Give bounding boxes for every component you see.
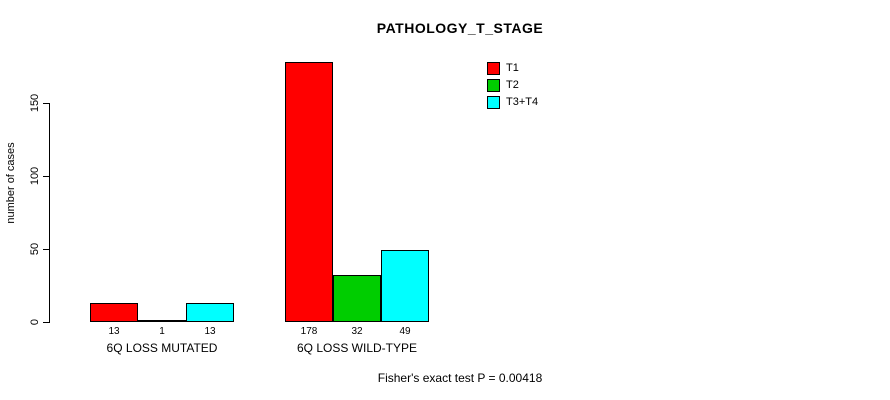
legend-label: T1: [506, 62, 519, 74]
bar-value-label: 1: [159, 326, 165, 337]
legend-swatch: [487, 62, 500, 75]
y-axis-label: number of cases: [5, 142, 17, 224]
x-axis-group-label: 6Q LOSS WILD-TYPE: [296, 341, 418, 355]
bar-value-label: 13: [108, 326, 120, 337]
y-tick: [43, 103, 49, 104]
legend-swatch: [487, 79, 500, 92]
bar: [381, 250, 429, 322]
bar: [333, 275, 381, 322]
legend-swatch: [487, 96, 500, 109]
bar-value-label: 49: [399, 326, 411, 337]
bar: [186, 303, 234, 322]
legend-label: T3+T4: [506, 96, 539, 108]
legend-label: T2: [506, 79, 519, 91]
bar: [285, 62, 333, 322]
y-tick: [43, 176, 49, 177]
bar: [90, 303, 138, 322]
y-tick-label: 100: [29, 166, 41, 186]
y-tick-label: 150: [29, 93, 41, 113]
bar: [138, 320, 186, 322]
y-tick: [43, 322, 49, 323]
y-tick-label: 50: [29, 242, 41, 256]
y-tick-label: 0: [29, 318, 41, 326]
y-tick: [43, 249, 49, 250]
y-axis: [49, 103, 50, 323]
chart-title: PATHOLOGY_T_STAGE: [376, 20, 544, 36]
bar-value-label: 178: [300, 326, 318, 337]
bar-value-label: 13: [204, 326, 216, 337]
footer-annotation: Fisher's exact test P = 0.00418: [377, 371, 543, 385]
x-axis-group-label: 6Q LOSS MUTATED: [106, 341, 218, 355]
bar-value-label: 32: [351, 326, 363, 337]
